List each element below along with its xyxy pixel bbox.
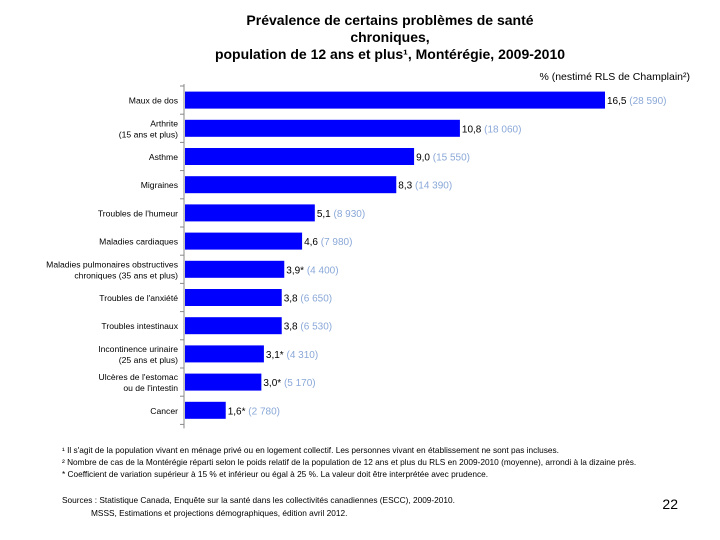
category-label: (15 ans et plus): [119, 129, 178, 139]
title-line-1: Prévalence de certains problèmes de sant…: [246, 12, 534, 28]
category-label: ou de l'intestin: [123, 383, 178, 393]
bar: [185, 204, 315, 222]
value-label: 3,8: [284, 294, 301, 305]
count-label: (7 980): [321, 237, 353, 248]
bar: [185, 401, 226, 419]
bar: [185, 148, 415, 165]
category-label: (25 ans et plus): [119, 355, 178, 365]
footnote-2: ² Nombre de cas de la Montérégie réparti…: [62, 457, 637, 467]
value-label: 1,6*: [228, 406, 249, 417]
category-label: chroniques (35 ans et plus): [74, 270, 178, 280]
count-label: (4 310): [286, 350, 318, 361]
category-label: Maladies cardiaques: [99, 237, 178, 247]
data-label: 3,9* (4 400): [286, 265, 338, 276]
sources-line-2: MSSS, Estimations et projections démogra…: [91, 508, 348, 518]
category-label: Troubles intestinaux: [101, 321, 178, 331]
value-label: 3,1*: [266, 350, 287, 361]
value-label: 10,8: [462, 124, 484, 135]
value-label: 3,0*: [263, 378, 284, 389]
bar: [185, 289, 282, 306]
bar: [185, 232, 303, 250]
value-label: 16,5: [607, 96, 629, 107]
count-label: (14 390): [415, 181, 452, 192]
unit-note: % (nestimé RLS de Champlain²): [539, 71, 690, 83]
category-label: Arthrite: [150, 118, 178, 128]
count-label: (5 170): [284, 378, 316, 389]
data-label: 10,8 (18 060): [462, 124, 521, 135]
value-label: 3,9*: [286, 265, 307, 276]
footnotes: ¹ Il s'agit de la population vivant en m…: [62, 444, 636, 480]
data-label: 4,6 (7 980): [304, 237, 352, 248]
footnote-3: * Coefficient de variation supérieur à 1…: [62, 469, 489, 479]
count-label: (2 780): [248, 406, 280, 417]
category-label: Asthme: [149, 152, 178, 162]
bar: [185, 176, 397, 194]
value-label: 9,0: [416, 153, 433, 164]
count-label: (6 530): [300, 322, 332, 333]
data-label: 16,5 (28 590): [607, 96, 667, 107]
footnote-1: ¹ Il s'agit de la population vivant en m…: [62, 445, 559, 455]
data-label: 5,1 (8 930): [317, 209, 365, 220]
count-label: (8 930): [334, 209, 366, 220]
data-label: 1,6* (2 780): [228, 406, 280, 417]
count-label: (6 650): [300, 294, 332, 305]
bar: [185, 373, 262, 391]
bar: [185, 119, 460, 137]
count-label: (18 060): [484, 124, 521, 135]
data-label: 3,1* (4 310): [266, 350, 318, 361]
value-label: 5,1: [317, 209, 334, 220]
category-label: Troubles de l'humeur: [98, 208, 178, 218]
count-label: (4 400): [307, 265, 339, 276]
title-line-3: population de 12 ans et plus¹, Montérégi…: [214, 46, 566, 62]
bar: [185, 317, 282, 335]
bar: [185, 260, 285, 278]
value-label: 8,3: [398, 181, 415, 192]
category-label: Migraines: [141, 180, 178, 190]
bar: [185, 91, 605, 109]
data-label: 3,8 (6 530): [284, 322, 332, 333]
sources: Sources : Statistique Canada, Enquête su…: [62, 494, 455, 520]
sources-line-1: Sources : Statistique Canada, Enquête su…: [62, 495, 455, 505]
count-label: (15 550): [433, 153, 470, 164]
count-label: (28 590): [629, 96, 666, 107]
value-label: 4,6: [304, 237, 321, 248]
category-label: Cancer: [150, 406, 178, 416]
category-label: Ulcères de l'estomac: [99, 372, 179, 382]
data-label: 9,0 (15 550): [416, 153, 470, 164]
page-number: 22: [662, 496, 678, 512]
data-label: 3,0* (5 170): [263, 378, 315, 389]
category-label: Incontinence urinaire: [98, 344, 178, 354]
data-label: 8,3 (14 390): [398, 181, 452, 192]
bar-chart: Maux de dos 16,5 (28 590) Arthrite(15 ans …: [46, 84, 667, 429]
category-label: Maladies pulmonaires obstructives: [46, 259, 178, 269]
category-label: Troubles de l'anxiété: [99, 293, 178, 303]
category-label: Maux de dos: [129, 96, 178, 106]
data-label: 3,8 (6 650): [284, 294, 332, 305]
bar: [185, 345, 264, 363]
chart-title: Prévalence de certains problèmes de sant…: [150, 12, 630, 63]
title-line-2: chroniques,: [350, 29, 430, 45]
value-label: 3,8: [284, 322, 301, 333]
